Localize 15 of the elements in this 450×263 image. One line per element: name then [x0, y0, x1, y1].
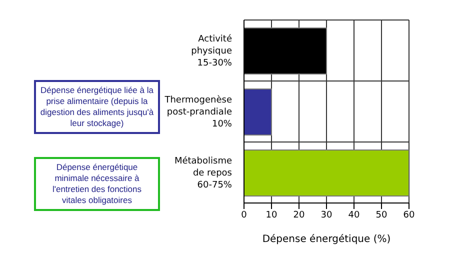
- y-tick-label: Métabolisme de repos 60-75%: [174, 156, 232, 191]
- x-tick-label: 0: [241, 210, 248, 220]
- x-axis-title: Dépense énergétique (%): [262, 234, 391, 245]
- x-tick-label: 60: [403, 210, 415, 220]
- bar: [244, 150, 409, 196]
- x-tick-label: 50: [376, 210, 388, 220]
- text-box: Dépense énergétique liée à la prise alimentaire (depuis la digestion des aliments jusqu'à leur stockage): [34, 80, 160, 134]
- x-tick-label: 20: [293, 210, 305, 220]
- text-box: Dépense énergétique minimale nécessaire à l'entretien des fonctions vitales obligatoires: [34, 157, 160, 211]
- x-tick-label: 30: [320, 210, 332, 220]
- bar: [244, 88, 272, 136]
- y-tick-label: Thermogenèse post-prandiale 10%: [164, 94, 232, 130]
- x-tick-label: 10: [266, 210, 278, 220]
- x-tick-label: 40: [348, 210, 360, 220]
- y-tick-label: Activité physique 15-30%: [191, 34, 232, 69]
